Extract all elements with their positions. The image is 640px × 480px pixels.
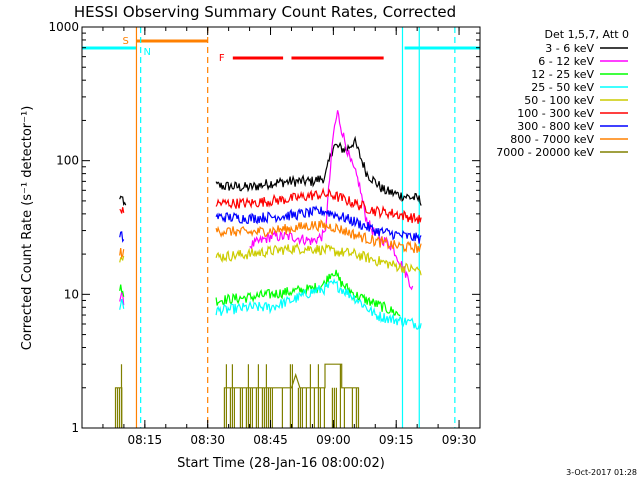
y-tick-label: 1: [71, 421, 79, 435]
legend-label-5: 100 - 300 keV: [517, 107, 594, 120]
series-line-5-1: [215, 187, 422, 224]
legend-label-7: 800 - 7000 keV: [510, 133, 594, 146]
legend-label-4: 50 - 100 keV: [524, 94, 594, 107]
flag-n-1: N: [82, 46, 151, 58]
y-tick-label: 1000: [48, 20, 79, 34]
legend-entry-5: 100 - 300 keV: [517, 107, 628, 120]
legend-label-6: 300 - 800 keV: [517, 120, 594, 133]
flag-label-n: N: [143, 47, 150, 58]
x-tick-label: 09:00: [316, 433, 351, 447]
x-axis: 08:15 08:30 08:45 09:00 09:15 09:30: [102, 27, 477, 447]
chart-title: HESSI Observing Summary Count Rates, Cor…: [74, 3, 456, 21]
legend-title: Det 1,5,7, Att 0: [545, 28, 629, 41]
y-axis: 1 10 100 1000: [48, 20, 480, 435]
series-line-7-0: [119, 248, 125, 260]
series-line-0-0: [119, 195, 127, 206]
timestamp: 3-Oct-2017 01:28: [566, 468, 637, 477]
series-3: [119, 278, 422, 330]
legend-entry-6: 300 - 800 keV: [517, 120, 628, 133]
legend-label-0: 3 - 6 keV: [545, 42, 594, 55]
flags-layer: S N F: [82, 36, 480, 64]
series-line-2-1: [215, 269, 401, 317]
series-6: [119, 205, 422, 244]
series-7: [119, 219, 422, 260]
series-line-5-0: [119, 207, 125, 214]
legend-entry-3: 25 - 50 keV: [531, 81, 628, 94]
series-line-1-0: [119, 291, 125, 306]
legend-entry-8: 7000 - 20000 keV: [496, 146, 628, 159]
series-2: [119, 269, 401, 317]
series-line-1-1: [249, 110, 414, 291]
legend-entry-7: 800 - 7000 keV: [510, 133, 628, 146]
series-0: [119, 135, 422, 206]
x-axis-label: Start Time (28-Jan-16 08:00:02): [177, 456, 385, 471]
flag-f-3: F: [219, 53, 384, 64]
legend-entry-0: 3 - 6 keV: [545, 42, 628, 55]
series-line-6-0: [119, 231, 125, 243]
x-tick-label: 08:15: [128, 433, 163, 447]
legend-entry-2: 12 - 25 keV: [531, 68, 628, 81]
vlines-layer: [135, 27, 456, 428]
x-tick-label: 08:30: [190, 433, 225, 447]
series-line-4-0: [119, 255, 125, 263]
series-line-8-0: [114, 364, 123, 428]
series-line-3-0: [119, 298, 125, 310]
series-line-3-1: [215, 278, 422, 330]
legend-label-3: 25 - 50 keV: [531, 81, 594, 94]
series-layer: [114, 110, 422, 428]
series-line-4-1: [215, 242, 422, 276]
series-line-7-1: [215, 219, 422, 254]
legend-label-8: 7000 - 20000 keV: [496, 146, 594, 159]
series-line-0-1: [215, 135, 422, 206]
series-line-8-1: [223, 363, 360, 428]
legend-label-1: 6 - 12 keV: [538, 55, 594, 68]
x-tick-label: 09:30: [442, 433, 477, 447]
x-tick-label: 09:15: [379, 433, 414, 447]
series-5: [119, 187, 422, 224]
legend-entry-4: 50 - 100 keV: [524, 94, 628, 107]
series-4: [119, 242, 422, 276]
legend-label-2: 12 - 25 keV: [531, 68, 594, 81]
series-line-2-0: [119, 284, 125, 297]
flag-label-f: F: [219, 53, 225, 64]
series-line-6-1: [215, 205, 422, 244]
legend-entry-1: 6 - 12 keV: [538, 55, 628, 68]
series-1: [119, 110, 414, 306]
x-tick-label: 08:45: [253, 433, 288, 447]
plot-frame: [81, 26, 481, 429]
series-8: [114, 363, 360, 428]
y-axis-label: Corrected Count Rate (s⁻¹ detector⁻¹): [20, 106, 35, 351]
flag-s-0: S: [122, 36, 208, 47]
y-tick-label: 10: [64, 287, 79, 301]
y-tick-label: 100: [56, 154, 79, 168]
flag-label-s: S: [122, 36, 128, 47]
